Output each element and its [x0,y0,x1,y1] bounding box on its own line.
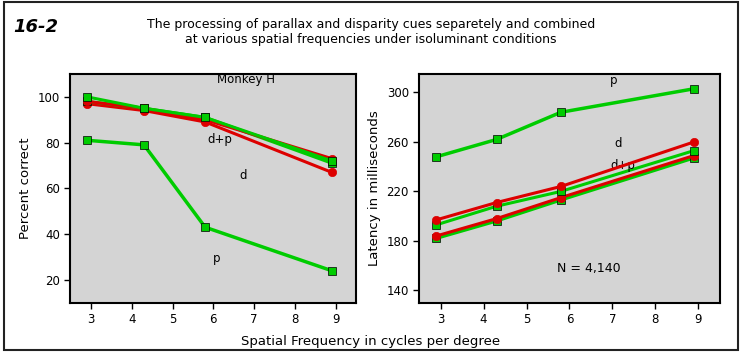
Y-axis label: Latency in milliseconds: Latency in milliseconds [368,111,381,266]
Text: Spatial Frequency in cycles per degree: Spatial Frequency in cycles per degree [241,335,501,348]
Text: d+p: d+p [207,133,232,146]
Text: 16-2: 16-2 [13,18,59,36]
Text: d+p: d+p [610,159,635,172]
Text: p: p [610,74,618,87]
Text: p: p [214,252,221,265]
Y-axis label: Percent correct: Percent correct [19,138,32,239]
Text: The processing of parallax and disparity cues separetely and combined
at various: The processing of parallax and disparity… [147,18,595,46]
Text: d: d [614,137,622,150]
Text: Monkey H: Monkey H [217,73,275,86]
Text: N = 4,140: N = 4,140 [556,262,620,275]
Text: d: d [240,169,247,182]
